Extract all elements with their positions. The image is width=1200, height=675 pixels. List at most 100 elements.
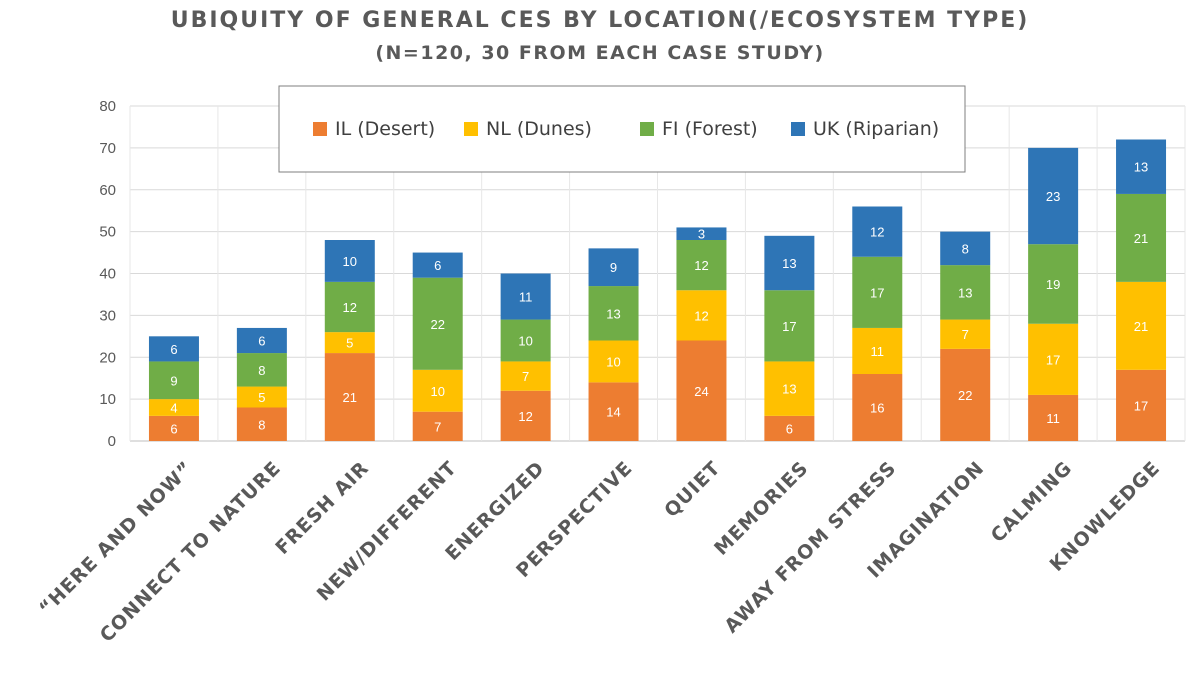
bars [148, 139, 1167, 441]
data-label: 7 [962, 327, 969, 342]
data-label: 17 [1134, 398, 1148, 413]
data-label: 17 [1046, 352, 1060, 367]
data-label: 9 [610, 260, 617, 275]
bar-segment [940, 319, 991, 349]
legend-label: NL (Dunes) [486, 118, 592, 140]
bar-segment [500, 361, 551, 391]
data-label: 12 [694, 308, 708, 323]
x-tick-label: AWAY FROM STRESS [720, 457, 901, 638]
bar-segment [588, 286, 639, 341]
bar-segment [412, 369, 463, 412]
data-label: 6 [258, 334, 265, 349]
y-tick-label: 70 [99, 140, 116, 157]
bar-segment [1116, 369, 1167, 441]
bar-segment [1028, 394, 1079, 441]
data-label: 10 [430, 384, 444, 399]
data-label: 8 [258, 363, 265, 378]
bar-segment [236, 386, 287, 408]
bar-segment [764, 415, 815, 441]
data-label: 6 [786, 421, 793, 436]
legend-label: FI (Forest) [662, 118, 758, 140]
x-tick-label: CALMING [987, 457, 1077, 547]
bar-segment [148, 361, 199, 400]
data-label: 6 [434, 258, 441, 273]
y-tick-label: 0 [108, 433, 116, 450]
bar-segment [324, 353, 375, 441]
data-label: 8 [962, 241, 969, 256]
data-label: 3 [698, 227, 705, 242]
bar-segment [236, 327, 287, 354]
x-tick-label: CONNECT TO NATURE [96, 457, 286, 647]
bar-segment [236, 353, 287, 387]
data-label: 21 [343, 390, 357, 405]
data-label: 10 [518, 334, 532, 349]
bar-segment [852, 256, 903, 328]
bar-segment [148, 415, 199, 441]
data-label: 11 [1046, 411, 1060, 426]
y-tick-label: 80 [99, 98, 116, 115]
legend-label: IL (Desert) [335, 118, 435, 140]
chart-title: UBIQUITY OF GENERAL CES BY LOCATION(/ECO… [170, 8, 1030, 33]
data-label: 14 [606, 405, 620, 420]
x-tick-label: “HERE AND NOW” [35, 457, 198, 620]
bar-segment [148, 336, 199, 362]
x-tick-label: QUIET [660, 457, 725, 522]
bar-segment [676, 340, 727, 441]
bar-segment [940, 231, 991, 266]
bar-segment [676, 227, 727, 240]
data-label: 12 [870, 225, 884, 240]
data-label: 21 [1134, 231, 1148, 246]
data-label: 22 [958, 388, 972, 403]
bar-segment [500, 273, 551, 320]
data-label: 16 [870, 401, 884, 416]
bar-segment [852, 206, 903, 257]
y-tick-label: 60 [99, 182, 116, 199]
data-label: 5 [346, 336, 353, 351]
data-label: 17 [782, 319, 796, 334]
data-label: 11 [871, 344, 885, 359]
bar-segment [940, 265, 991, 320]
bar-segment [1116, 281, 1167, 370]
data-label: 12 [343, 300, 357, 315]
bar-segment [1028, 147, 1079, 245]
y-tick-label: 40 [99, 266, 116, 283]
data-label: 10 [343, 254, 357, 269]
legend-box [278, 85, 966, 173]
bar-segment [236, 407, 287, 441]
bar-segment [852, 374, 903, 441]
data-label: 24 [694, 384, 708, 399]
y-tick-label: 20 [99, 349, 116, 366]
data-label: 6 [170, 342, 177, 357]
bar-segment [412, 411, 463, 441]
y-tick-label: 30 [99, 307, 116, 324]
bar-segment [676, 290, 727, 341]
data-label: 4 [170, 401, 177, 416]
bar-segment [1028, 244, 1079, 324]
data-label: 22 [430, 317, 444, 332]
bar-segment [500, 390, 551, 441]
data-label: 17 [870, 285, 884, 300]
y-axis: 0 10 20 30 40 50 60 70 80 [99, 98, 116, 450]
chart-subtitle: (N=120, 30 FROM EACH CASE STUDY) [375, 42, 825, 64]
bar-segment [1116, 193, 1167, 282]
bar-segment [1116, 139, 1167, 194]
y-tick-label: 10 [99, 391, 116, 408]
bar-segment [764, 361, 815, 416]
data-label: 12 [518, 409, 532, 424]
data-label: 23 [1046, 189, 1060, 204]
data-label: 13 [958, 285, 972, 300]
data-label: 10 [606, 354, 620, 369]
bar-segment [676, 240, 727, 291]
data-label: 9 [170, 373, 177, 388]
legend-swatch [640, 122, 654, 136]
legend: IL (Desert) NL (Dunes) FI (Forest) UK (Ripa… [278, 85, 966, 173]
bar-segment [324, 240, 375, 282]
bar-segment [764, 290, 815, 362]
bar-segment [148, 399, 199, 416]
bar-segment [1028, 323, 1079, 395]
bar-segment [324, 332, 375, 354]
bar-segment [588, 248, 639, 287]
data-label: 13 [782, 382, 796, 397]
